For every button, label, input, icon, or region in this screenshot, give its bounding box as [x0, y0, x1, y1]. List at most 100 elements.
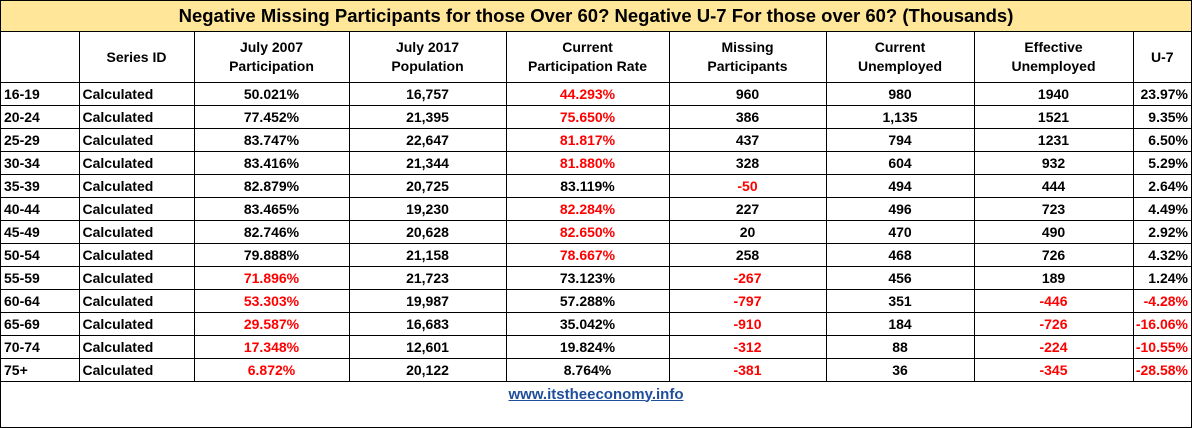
cell-july-2007-participation: 29.587% — [193, 312, 350, 336]
cell-missing-participants: -381 — [668, 358, 827, 382]
cell-current-participation-rate: 82.650% — [505, 220, 670, 244]
cell-missing-participants: 227 — [668, 197, 827, 221]
table-row: 70-74 Calculated 17.348% 12,601 19.824% -312 8… — [1, 335, 1191, 359]
cell-july-2007-participation: 82.879% — [193, 174, 350, 198]
cell-effective-unemployed: -446 — [973, 289, 1134, 313]
cell-missing-participants: 20 — [668, 220, 827, 244]
cell-missing-participants: -312 — [668, 335, 827, 359]
cell-age: 16-19 — [1, 82, 80, 106]
cell-current-unemployed: 1,135 — [825, 105, 975, 129]
cell-current-participation-rate: 8.764% — [505, 358, 670, 382]
cell-july-2007-participation: 82.746% — [193, 220, 350, 244]
cell-series-id: Calculated — [78, 82, 195, 106]
cell-u7: 23.97% — [1132, 82, 1191, 106]
cell-july-2007-participation: 83.416% — [193, 151, 350, 175]
header-missing-participants: Missing Participants — [668, 32, 827, 83]
header-july-2017-population: July 2017 Population — [348, 32, 507, 83]
footer: www.itstheeconomy.info — [1, 382, 1191, 406]
cell-current-unemployed: 184 — [825, 312, 975, 336]
cell-u7: 2.64% — [1132, 174, 1191, 198]
cell-age: 25-29 — [1, 128, 80, 152]
table-row: 30-34 Calculated 83.416% 21,344 81.880% 328 60… — [1, 151, 1191, 175]
cell-series-id: Calculated — [78, 197, 195, 221]
cell-current-participation-rate: 35.042% — [505, 312, 670, 336]
cell-effective-unemployed: 490 — [973, 220, 1134, 244]
header-row: Series ID July 2007 Participation July 20… — [1, 32, 1191, 83]
header-current-unemployed: Current Unemployed — [825, 32, 975, 83]
table-title: Negative Missing Participants for those … — [1, 1, 1191, 32]
cell-current-unemployed: 496 — [825, 197, 975, 221]
cell-current-participation-rate: 81.817% — [505, 128, 670, 152]
cell-u7: -10.55% — [1132, 335, 1191, 359]
cell-missing-participants: 258 — [668, 243, 827, 267]
cell-missing-participants: -267 — [668, 266, 827, 290]
cell-current-unemployed: 604 — [825, 151, 975, 175]
cell-effective-unemployed: 723 — [973, 197, 1134, 221]
cell-july-2007-participation: 83.747% — [193, 128, 350, 152]
cell-july-2017-population: 21,723 — [348, 266, 507, 290]
cell-current-participation-rate: 82.284% — [505, 197, 670, 221]
cell-july-2017-population: 20,628 — [348, 220, 507, 244]
cell-july-2007-participation: 50.021% — [193, 82, 350, 106]
cell-july-2017-population: 16,683 — [348, 312, 507, 336]
cell-age: 40-44 — [1, 197, 80, 221]
cell-series-id: Calculated — [78, 220, 195, 244]
table-row: 35-39 Calculated 82.879% 20,725 83.119% -50 49… — [1, 174, 1191, 198]
cell-current-unemployed: 88 — [825, 335, 975, 359]
cell-july-2017-population: 20,725 — [348, 174, 507, 198]
website-link[interactable]: www.itstheeconomy.info — [508, 385, 684, 403]
cell-age: 55-59 — [1, 266, 80, 290]
cell-current-participation-rate: 44.293% — [505, 82, 670, 106]
cell-age: 35-39 — [1, 174, 80, 198]
cell-july-2007-participation: 71.896% — [193, 266, 350, 290]
cell-series-id: Calculated — [78, 243, 195, 267]
cell-july-2017-population: 21,395 — [348, 105, 507, 129]
header-july-2007-participation: July 2007 Participation — [193, 32, 350, 83]
cell-current-unemployed: 470 — [825, 220, 975, 244]
table-row: 75+ Calculated 6.872% 20,122 8.764% -381 36 -34… — [1, 358, 1191, 382]
cell-july-2017-population: 19,987 — [348, 289, 507, 313]
cell-u7: -4.28% — [1132, 289, 1191, 313]
data-table: Series ID July 2007 Participation July 20… — [1, 32, 1191, 382]
cell-july-2007-participation: 83.465% — [193, 197, 350, 221]
cell-effective-unemployed: 189 — [973, 266, 1134, 290]
cell-effective-unemployed: -345 — [973, 358, 1134, 382]
cell-age: 70-74 — [1, 335, 80, 359]
cell-missing-participants: 437 — [668, 128, 827, 152]
cell-current-unemployed: 468 — [825, 243, 975, 267]
cell-july-2017-population: 16,757 — [348, 82, 507, 106]
cell-current-participation-rate: 75.650% — [505, 105, 670, 129]
cell-current-participation-rate: 73.123% — [505, 266, 670, 290]
cell-series-id: Calculated — [78, 151, 195, 175]
cell-effective-unemployed: 1521 — [973, 105, 1134, 129]
cell-effective-unemployed: -224 — [973, 335, 1134, 359]
cell-series-id: Calculated — [78, 105, 195, 129]
cell-missing-participants: -50 — [668, 174, 827, 198]
header-effective-unemployed: Effective Unemployed — [973, 32, 1134, 83]
cell-july-2017-population: 12,601 — [348, 335, 507, 359]
cell-age: 20-24 — [1, 105, 80, 129]
cell-missing-participants: 328 — [668, 151, 827, 175]
cell-series-id: Calculated — [78, 289, 195, 313]
cell-july-2007-participation: 6.872% — [193, 358, 350, 382]
cell-current-participation-rate: 81.880% — [505, 151, 670, 175]
cell-age: 75+ — [1, 358, 80, 382]
table-row: 40-44 Calculated 83.465% 19,230 82.284% 227 49… — [1, 197, 1191, 221]
cell-effective-unemployed: 1940 — [973, 82, 1134, 106]
cell-missing-participants: 960 — [668, 82, 827, 106]
cell-current-unemployed: 494 — [825, 174, 975, 198]
cell-u7: 1.24% — [1132, 266, 1191, 290]
table-row: 65-69 Calculated 29.587% 16,683 35.042% -910 1… — [1, 312, 1191, 336]
cell-u7: 5.29% — [1132, 151, 1191, 175]
cell-series-id: Calculated — [78, 312, 195, 336]
cell-age: 30-34 — [1, 151, 80, 175]
cell-u7: 4.49% — [1132, 197, 1191, 221]
cell-u7: 9.35% — [1132, 105, 1191, 129]
cell-july-2017-population: 19,230 — [348, 197, 507, 221]
cell-u7: -28.58% — [1132, 358, 1191, 382]
cell-current-unemployed: 794 — [825, 128, 975, 152]
cell-current-unemployed: 36 — [825, 358, 975, 382]
table-row: 55-59 Calculated 71.896% 21,723 73.123% -267 4… — [1, 266, 1191, 290]
header-current-participation-rate: Current Participation Rate — [505, 32, 670, 83]
